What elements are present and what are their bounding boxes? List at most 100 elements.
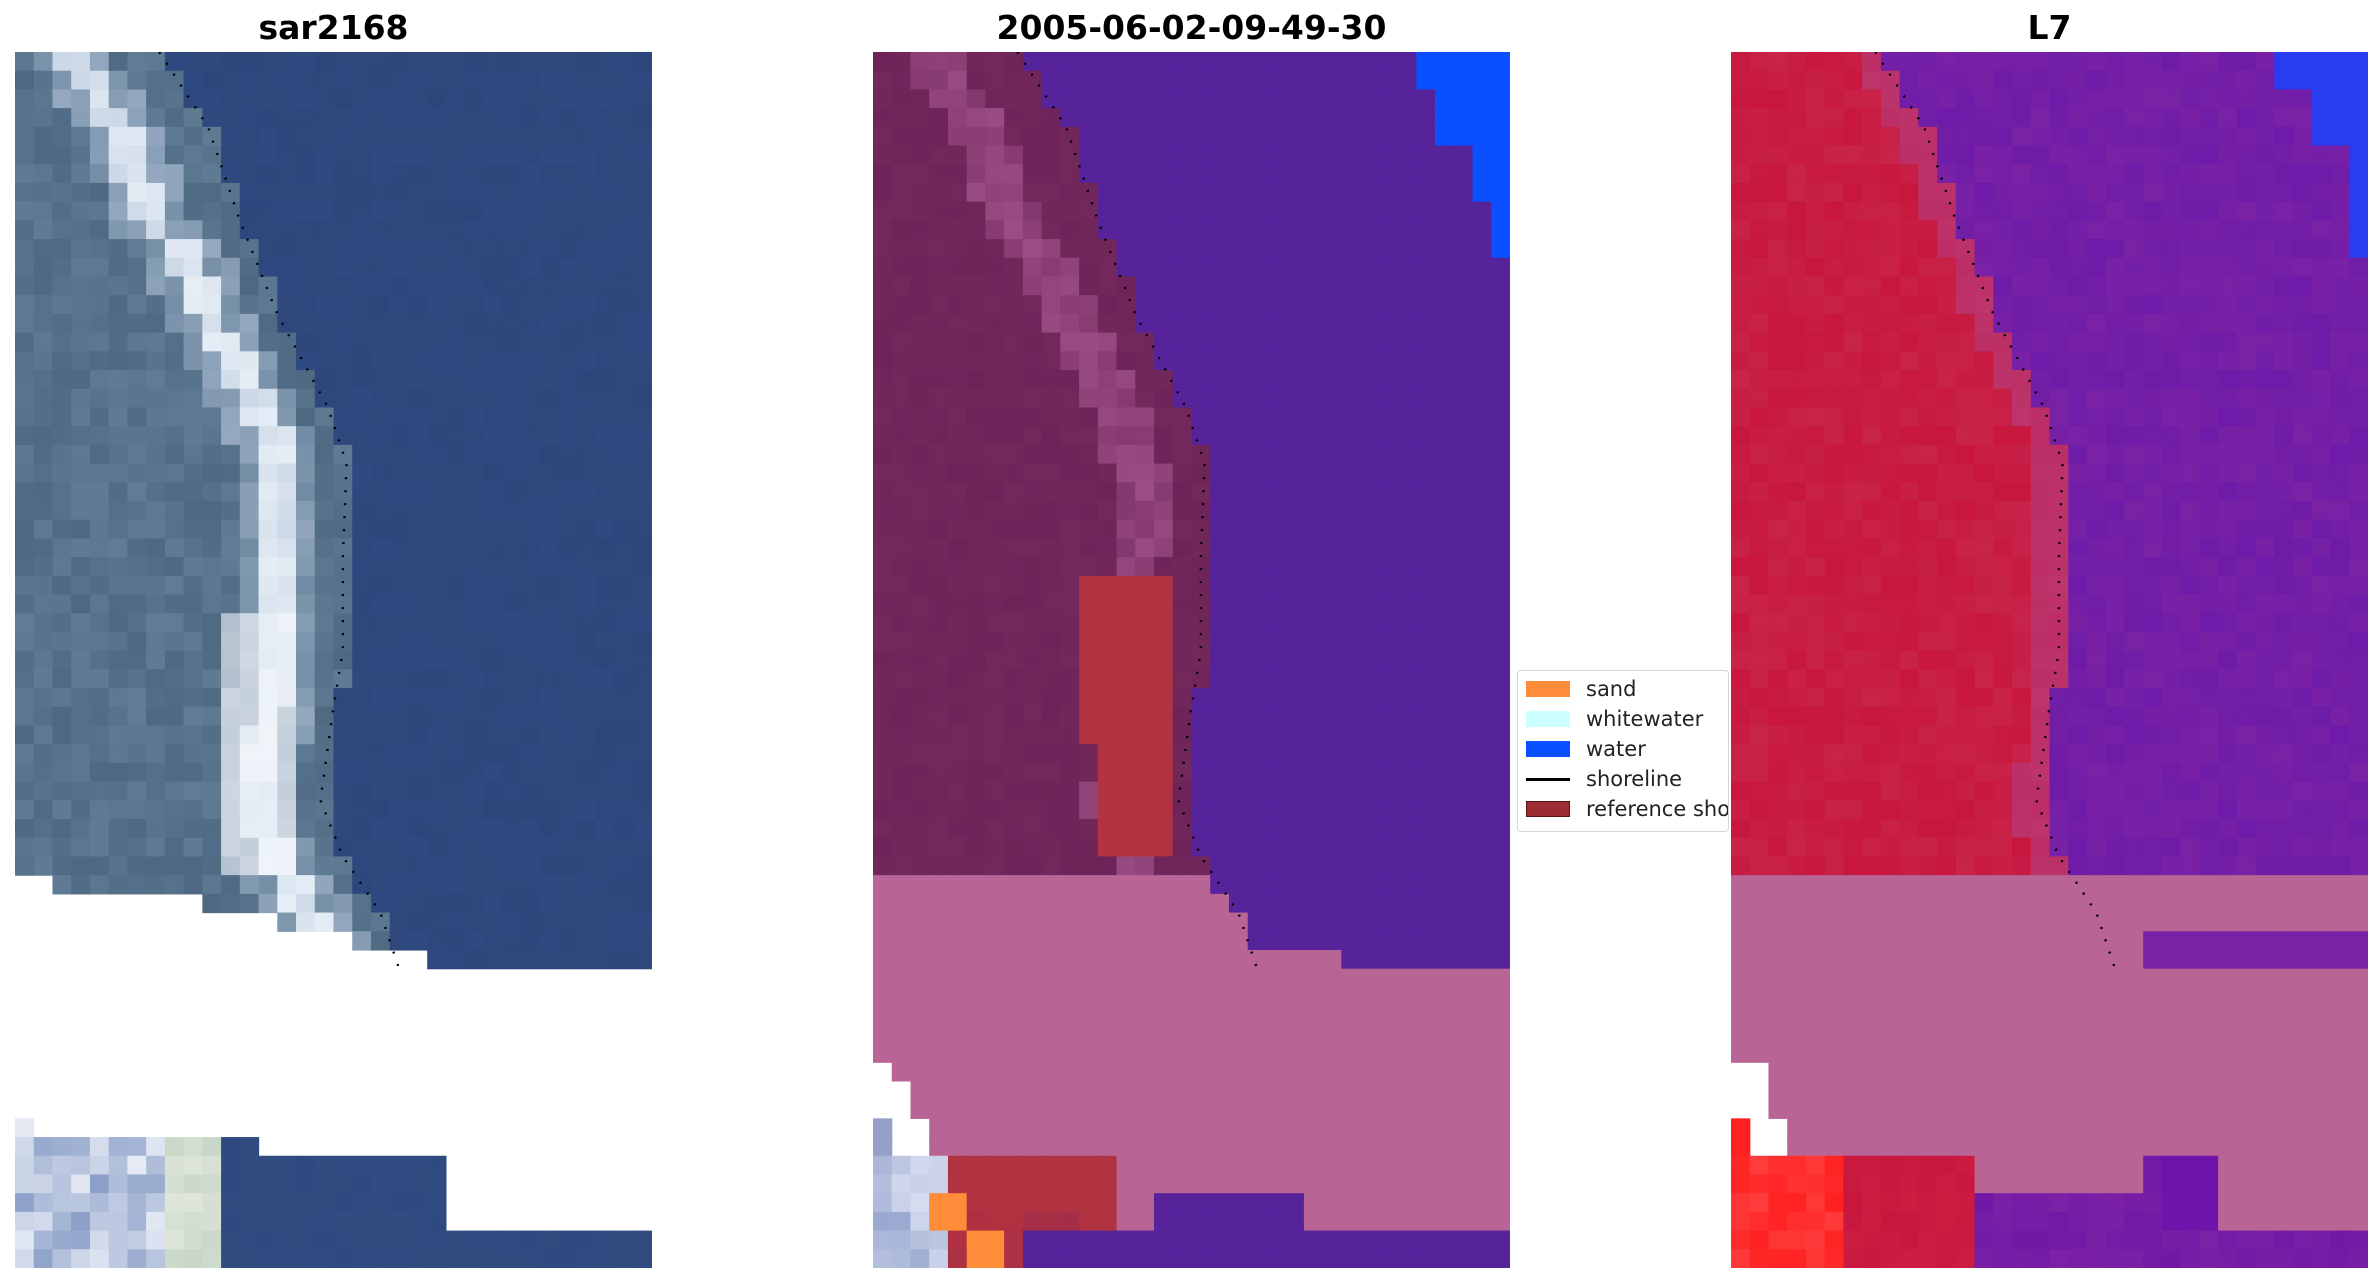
pixel-cell — [577, 500, 597, 521]
pixel-cell — [891, 819, 912, 839]
pixel-cell — [89, 837, 110, 858]
pixel-cell — [1472, 1174, 1492, 1194]
pixel-cell — [2049, 70, 2069, 91]
pixel-cell — [221, 1193, 241, 1213]
pixel-cell — [89, 482, 110, 502]
pixel-cell — [1266, 313, 1286, 334]
pixel-cell — [595, 856, 616, 876]
pixel-cell — [483, 463, 503, 483]
pixel-cell — [71, 407, 91, 427]
pixel-cell — [947, 500, 968, 521]
pixel-cell — [445, 201, 466, 221]
pixel-cell — [502, 744, 522, 764]
pixel-cell — [164, 856, 185, 876]
pixel-cell — [89, 557, 110, 577]
pixel-cell — [1360, 949, 1380, 970]
pixel-cell — [1453, 781, 1474, 801]
pixel-cell — [929, 631, 949, 652]
pixel-cell — [164, 145, 185, 165]
pixel-cell — [1472, 613, 1492, 633]
pixel-cell — [2124, 276, 2144, 296]
pixel-cell — [1768, 370, 1788, 390]
pixel-cell — [2199, 557, 2219, 577]
pixel-cell — [1135, 1249, 1155, 1268]
pixel-cell — [2236, 201, 2257, 221]
pixel-cell — [873, 856, 893, 876]
pixel-cell — [1360, 1249, 1380, 1268]
pixel-cell — [202, 1230, 222, 1250]
pixel-cell — [947, 856, 968, 876]
pixel-cell — [614, 220, 634, 240]
pixel-cell — [1322, 1249, 1342, 1268]
pixel-cell — [296, 725, 316, 745]
image-panel-l7 — [1731, 52, 2368, 1268]
pixel-cell — [1453, 1211, 1474, 1232]
pixel-cell — [1862, 370, 1882, 390]
pixel-cell — [1378, 407, 1399, 427]
pixel-cell — [1079, 931, 1099, 951]
pixel-cell — [2124, 164, 2144, 184]
pixel-cell — [52, 70, 72, 91]
pixel-cell — [1397, 351, 1417, 371]
pixel-cell — [389, 220, 410, 240]
pixel-cell — [164, 1155, 185, 1176]
pixel-cell — [1472, 575, 1492, 596]
pixel-cell — [1266, 1193, 1286, 1213]
pixel-cell — [929, 351, 949, 371]
pixel-cell — [1266, 631, 1286, 652]
pixel-cell — [1416, 70, 1436, 91]
pixel-cell — [370, 220, 391, 240]
pixel-cell — [1097, 182, 1118, 203]
pixel-cell — [595, 688, 616, 708]
pixel-cell — [277, 631, 297, 652]
pixel-cell — [370, 856, 391, 876]
pixel-cell — [146, 725, 166, 745]
pixel-cell — [164, 164, 185, 184]
pixel-cell — [947, 388, 968, 409]
pixel-cell — [633, 912, 652, 932]
pixel-cell — [1004, 594, 1024, 614]
pixel-cell — [333, 800, 353, 820]
pixel-cell — [1154, 688, 1174, 708]
pixel-cell — [891, 762, 912, 783]
pixel-cell — [2030, 407, 2051, 427]
pixel-cell — [1472, 276, 1492, 296]
pixel-cell — [183, 1230, 203, 1250]
pixel-cell — [389, 725, 410, 745]
pixel-cell — [1899, 295, 1919, 315]
pixel-cell — [2030, 89, 2051, 109]
pixel-cell — [633, 669, 652, 689]
pixel-cell — [1191, 912, 1211, 932]
pixel-cell — [2030, 276, 2051, 296]
pixel-cell — [408, 388, 428, 409]
pixel-cell — [558, 800, 578, 820]
pixel-cell — [1491, 893, 1510, 914]
pixel-cell — [2255, 313, 2275, 334]
pixel-cell — [2030, 313, 2051, 334]
pixel-cell — [1341, 164, 1361, 184]
pixel-cell — [1880, 332, 1901, 352]
pixel-cell — [108, 1155, 129, 1176]
pixel-cell — [1285, 126, 1305, 147]
pixel-cell — [1004, 351, 1024, 371]
pixel-cell — [1416, 332, 1436, 352]
pixel-cell — [352, 744, 372, 764]
pixel-cell — [1154, 931, 1174, 951]
pixel-cell — [633, 613, 652, 633]
pixel-cell — [1097, 145, 1118, 165]
pixel-cell — [221, 370, 241, 390]
pixel-cell — [1303, 669, 1324, 689]
pixel-cell — [929, 519, 949, 539]
pixel-cell — [333, 912, 353, 932]
pixel-cell — [89, 239, 110, 259]
pixel-cell — [1472, 538, 1492, 558]
pixel-cell — [258, 856, 278, 876]
pixel-cell — [910, 52, 930, 72]
pixel-cell — [71, 875, 91, 895]
pixel-cell — [1303, 89, 1324, 109]
pixel-cell — [146, 744, 166, 764]
pixel-cell — [595, 164, 616, 184]
pixel-cell — [146, 762, 166, 783]
pixel-cell — [1135, 781, 1155, 801]
pixel-cell — [1453, 1155, 1474, 1176]
